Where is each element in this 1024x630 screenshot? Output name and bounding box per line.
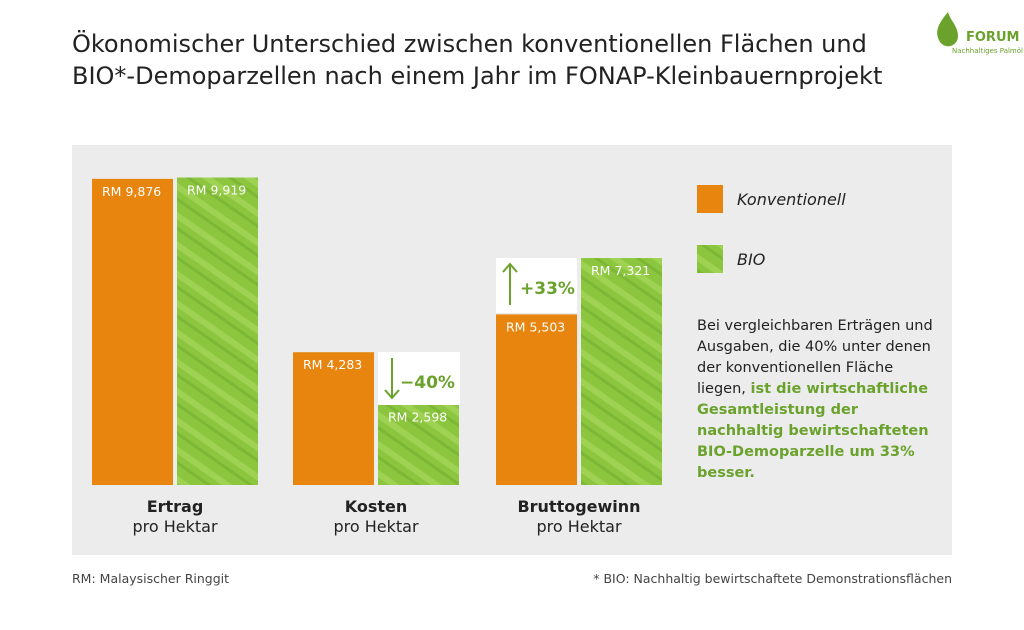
footnote: * BIO: Nachhaltig bewirtschaftete Demons… xyxy=(593,571,952,586)
value-label: RM 7,321 xyxy=(591,263,650,278)
bar xyxy=(177,177,258,486)
arrow xyxy=(384,358,400,400)
note-text: Bei vergleichbaren Erträgen und Ausgaben… xyxy=(697,318,933,397)
value-label: RM 2,598 xyxy=(388,409,447,424)
annotation: +33% xyxy=(520,279,575,299)
logo-icon xyxy=(937,12,958,47)
x-tick-label: Bruttogewinn xyxy=(517,497,640,516)
footnote: RM: Malaysischer Ringgit xyxy=(72,571,230,586)
bar xyxy=(496,314,577,485)
logo-name: FORUM xyxy=(966,30,1020,45)
legend-label: Konventionell xyxy=(737,190,846,209)
note: Bei vergleichbaren Erträgen und Ausgaben… xyxy=(697,316,942,484)
legend-swatch xyxy=(697,245,723,273)
chart-title: Ökonomischer Unterschied zwischen konven… xyxy=(72,30,883,90)
value-label: RM 9,876 xyxy=(102,184,161,199)
x-tick-label: Kosten xyxy=(345,497,408,516)
x-tick-sublabel: pro Hektar xyxy=(536,517,621,536)
arrow xyxy=(502,262,518,305)
bar xyxy=(293,352,374,485)
x-tick-label: Ertrag xyxy=(147,497,204,516)
value-label: RM 5,503 xyxy=(506,319,565,334)
bar xyxy=(581,258,662,485)
bar xyxy=(92,178,173,485)
x-tick-sublabel: pro Hektar xyxy=(132,517,217,536)
logo-subtitle: Nachhaltiges Palmöl xyxy=(952,47,1023,55)
bar xyxy=(378,404,459,485)
legend-swatch xyxy=(697,185,723,213)
note-highlight: ist die wirtschaftliche Gesamtleistung d… xyxy=(697,381,929,481)
value-label: RM 9,919 xyxy=(187,183,246,198)
annotation: −40% xyxy=(400,373,455,393)
value-label: RM 4,283 xyxy=(303,357,362,372)
legend-label: BIO xyxy=(737,250,765,269)
x-tick-sublabel: pro Hektar xyxy=(333,517,418,536)
